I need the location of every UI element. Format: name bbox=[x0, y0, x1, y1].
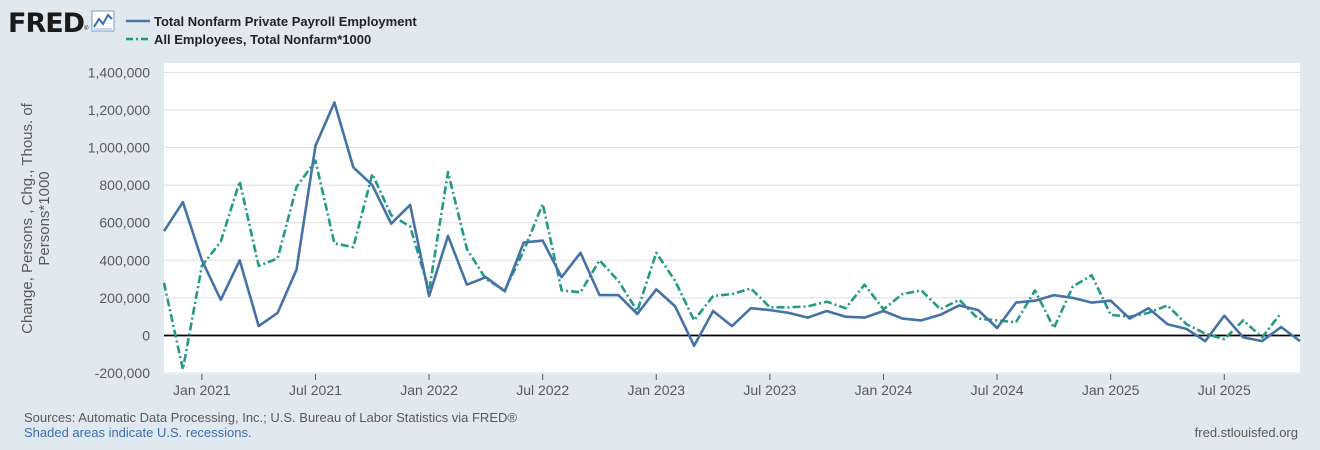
y-tick-label: 1,200,000 bbox=[88, 102, 150, 118]
y-tick-label: 600,000 bbox=[99, 215, 150, 231]
legend: Total Nonfarm Private Payroll Employment… bbox=[126, 14, 417, 47]
recession-note: Shaded areas indicate U.S. recessions. bbox=[24, 425, 252, 440]
x-tick-label: Jan 2025 bbox=[1082, 382, 1140, 398]
y-tick-label: 200,000 bbox=[99, 290, 150, 306]
x-tick-label: Jan 2024 bbox=[855, 382, 913, 398]
gridlines bbox=[164, 71, 1300, 374]
legend-label-private-payroll: Total Nonfarm Private Payroll Employment bbox=[154, 14, 417, 29]
x-tick-label: Jul 2021 bbox=[289, 382, 342, 398]
fred-trademark: ® bbox=[84, 25, 89, 32]
x-tick-label: Jan 2022 bbox=[400, 382, 458, 398]
y-tick-label: 1,400,000 bbox=[88, 64, 150, 80]
x-tick-label: Jul 2024 bbox=[971, 382, 1024, 398]
x-axis-ticks: Jan 2021 Jul 2021 Jan 2022 Jul 2022 Jan 2023… bbox=[173, 374, 1251, 398]
y-axis-ticks: -200,000 0 200,000 400,000 600,000 800,000 1,0… bbox=[88, 64, 151, 381]
y-tick-label: 400,000 bbox=[99, 252, 150, 268]
y-tick-label: 1,000,000 bbox=[88, 140, 150, 156]
y-tick-label: 0 bbox=[142, 327, 150, 343]
x-tick-label: Jul 2022 bbox=[516, 382, 569, 398]
plot-area bbox=[164, 63, 1300, 374]
series-layer bbox=[162, 101, 1301, 371]
y-axis-label-line1: Change, Persons , Chg., Thous. of bbox=[19, 102, 36, 334]
site-url[interactable]: fred.stlouisfed.org bbox=[1194, 425, 1298, 440]
legend-label-all-employees: All Employees, Total Nonfarm*1000 bbox=[154, 32, 371, 47]
x-tick-label: Jul 2023 bbox=[743, 382, 796, 398]
y-tick-label: 800,000 bbox=[99, 177, 150, 193]
series-line-private-payroll[interactable] bbox=[162, 101, 1301, 348]
sources-text: Sources: Automatic Data Processing, Inc.… bbox=[24, 410, 517, 425]
legend-item-all-employees[interactable]: All Employees, Total Nonfarm*1000 bbox=[126, 32, 371, 47]
x-tick-label: Jul 2025 bbox=[1198, 382, 1251, 398]
fred-logo[interactable]: FRED ® bbox=[8, 8, 115, 39]
legend-item-private-payroll[interactable]: Total Nonfarm Private Payroll Employment bbox=[126, 14, 417, 29]
x-tick-label: Jan 2023 bbox=[627, 382, 685, 398]
y-axis-label-line2: Persons*1000 bbox=[36, 171, 53, 265]
fred-logo-text: FRED bbox=[8, 8, 84, 39]
x-tick-label: Jan 2021 bbox=[173, 382, 231, 398]
fred-logo-graph-icon bbox=[91, 10, 115, 32]
footer-notes: Sources: Automatic Data Processing, Inc.… bbox=[24, 410, 517, 440]
y-tick-label: -200,000 bbox=[95, 365, 150, 381]
series-line-all-employees[interactable] bbox=[162, 159, 1283, 371]
